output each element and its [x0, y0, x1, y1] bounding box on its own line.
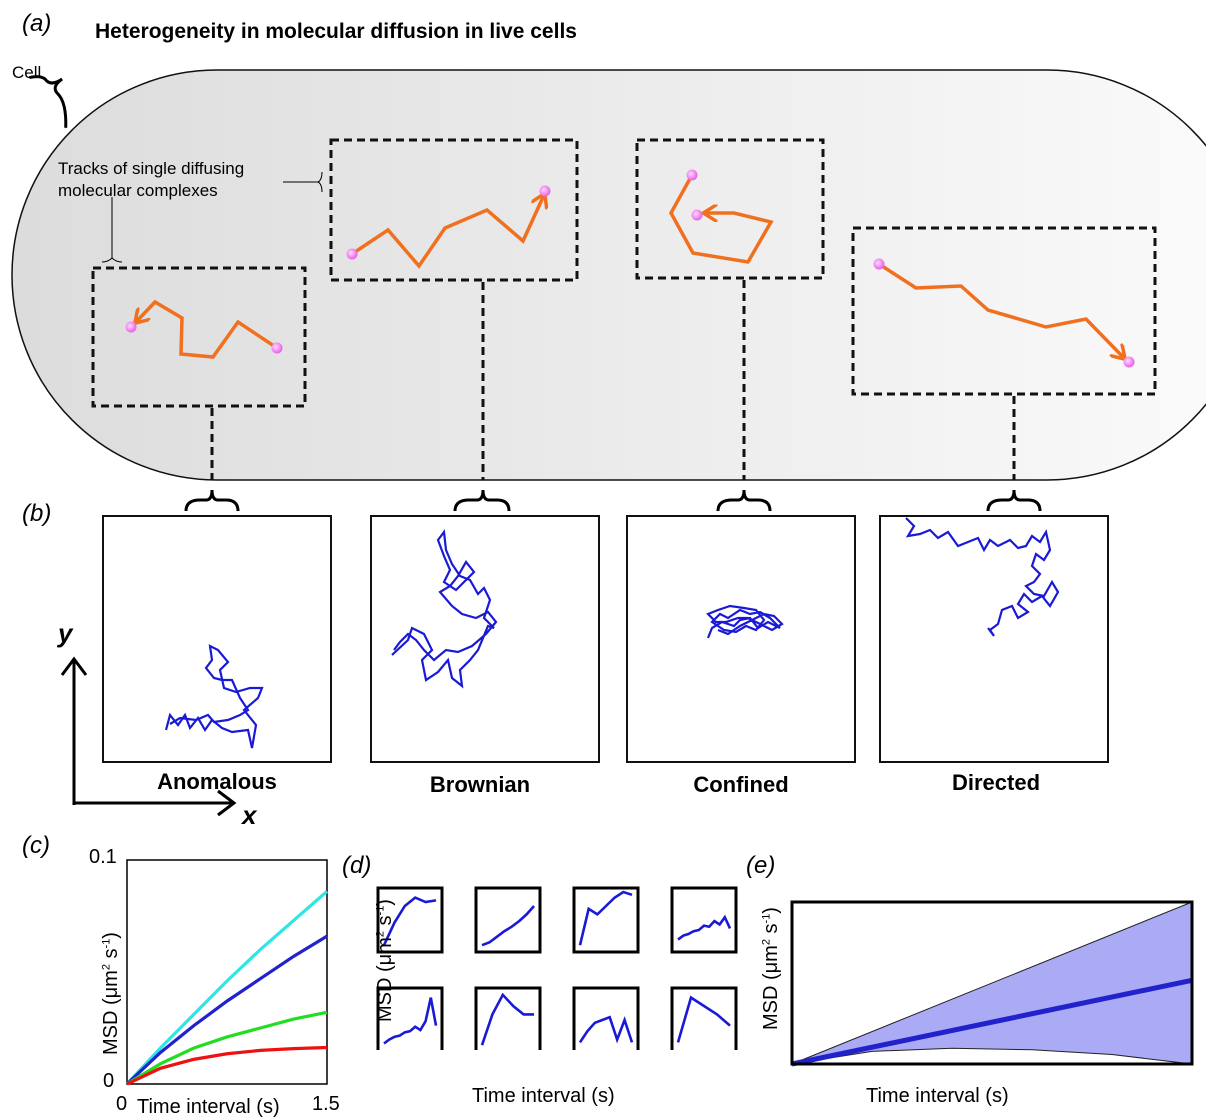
- c-ytick-bottom: 0: [103, 1070, 115, 1092]
- tracks-label-line1: Tracks of single diffusing: [58, 159, 245, 178]
- c-xtick-right: 1.5: [312, 1093, 340, 1115]
- x-axis-label: x: [242, 800, 257, 830]
- d-subplot-line: [676, 995, 731, 1043]
- c-series-green: [126, 1010, 328, 1086]
- c-xlabel: Time interval (s): [137, 1096, 280, 1118]
- d-subplot-line: [578, 1015, 634, 1044]
- tracks-label-line2: molecular complexes: [58, 181, 218, 200]
- bead: [686, 169, 698, 181]
- msd-chart-c: [125, 859, 329, 1086]
- bead: [346, 248, 358, 260]
- track-anomalous: [136, 299, 278, 359]
- bead: [873, 258, 885, 270]
- c-series-blue: [125, 934, 328, 1086]
- d-subplot-line: [480, 992, 534, 1046]
- d-xlabel: Time interval (s): [472, 1085, 615, 1107]
- c-series-cyan: [125, 890, 329, 1086]
- track-confined: [669, 174, 774, 264]
- d-subplot-frame: [474, 986, 542, 1050]
- figure-title: Heterogeneity in molecular diffusion in …: [95, 20, 577, 43]
- trajectory-directed: [905, 517, 1060, 637]
- panel-e-label: (e): [746, 852, 776, 879]
- trajectory-anomalous: [164, 644, 264, 749]
- xy-axes: [60, 656, 237, 817]
- label-directed: Directed: [951, 770, 1041, 795]
- panel-a-label: (a): [22, 10, 52, 37]
- panel-d-label: (d): [342, 852, 372, 879]
- e-mean-line: [791, 977, 1193, 1067]
- cell-outline: [11, 69, 1206, 481]
- d-subplot-line: [481, 905, 535, 947]
- track-brownian: [351, 195, 544, 269]
- msd-grid-d: [376, 886, 738, 1050]
- d-subplot-frame: [474, 886, 542, 954]
- trajectory-box-brownian: [370, 515, 600, 763]
- track-box-brownian: [329, 138, 579, 282]
- d-subplot-frame: [670, 986, 738, 1050]
- track-box-directed: [851, 226, 1157, 396]
- c-ytick-top: 0.1: [89, 846, 117, 868]
- trajectory-box-directed: [879, 515, 1109, 763]
- e-xlabel: Time interval (s): [866, 1085, 1009, 1107]
- trajectory-brownian: [391, 529, 498, 689]
- track-box-anomalous: [91, 266, 307, 408]
- d-subplot-frame: [376, 886, 444, 954]
- track-directed: [878, 262, 1124, 358]
- d-subplot-frame: [572, 886, 640, 954]
- bead: [539, 185, 551, 197]
- bead: [271, 342, 283, 354]
- track-box-confined: [635, 138, 825, 280]
- trajectory-box-confined: [626, 515, 856, 763]
- d-subplot-line: [382, 896, 437, 946]
- trajectory-panels: [102, 515, 1109, 763]
- label-confined: Confined: [693, 772, 789, 797]
- msd-chart-e: [790, 900, 1194, 1067]
- cell-brace: [29, 75, 68, 128]
- bead: [125, 321, 137, 333]
- label-brownian: Brownian: [429, 772, 531, 797]
- panel-c-label: (c): [22, 832, 50, 859]
- e-ylabel: MSD (μm2 s-1): [760, 907, 782, 1030]
- d-ylabel: MSD (μm2 s-1): [374, 899, 396, 1022]
- y-axis-label: y: [58, 618, 73, 648]
- trajectory-confined: [706, 604, 784, 639]
- d-subplot-line: [578, 890, 633, 946]
- cell-label: Cell: [12, 63, 42, 82]
- d-subplot-line: [677, 914, 732, 941]
- bead: [1123, 356, 1135, 368]
- c-ylabel: MSD (μm2 s-1): [100, 932, 122, 1055]
- bead: [691, 209, 703, 221]
- cell-diagram: [11, 69, 1206, 512]
- d-subplot-line: [383, 997, 438, 1045]
- c-xtick-left: 0: [116, 1093, 128, 1115]
- label-anomalous: Anomalous: [157, 769, 277, 794]
- c-series-red: [126, 1045, 328, 1086]
- panel-b-label: (b): [22, 500, 52, 527]
